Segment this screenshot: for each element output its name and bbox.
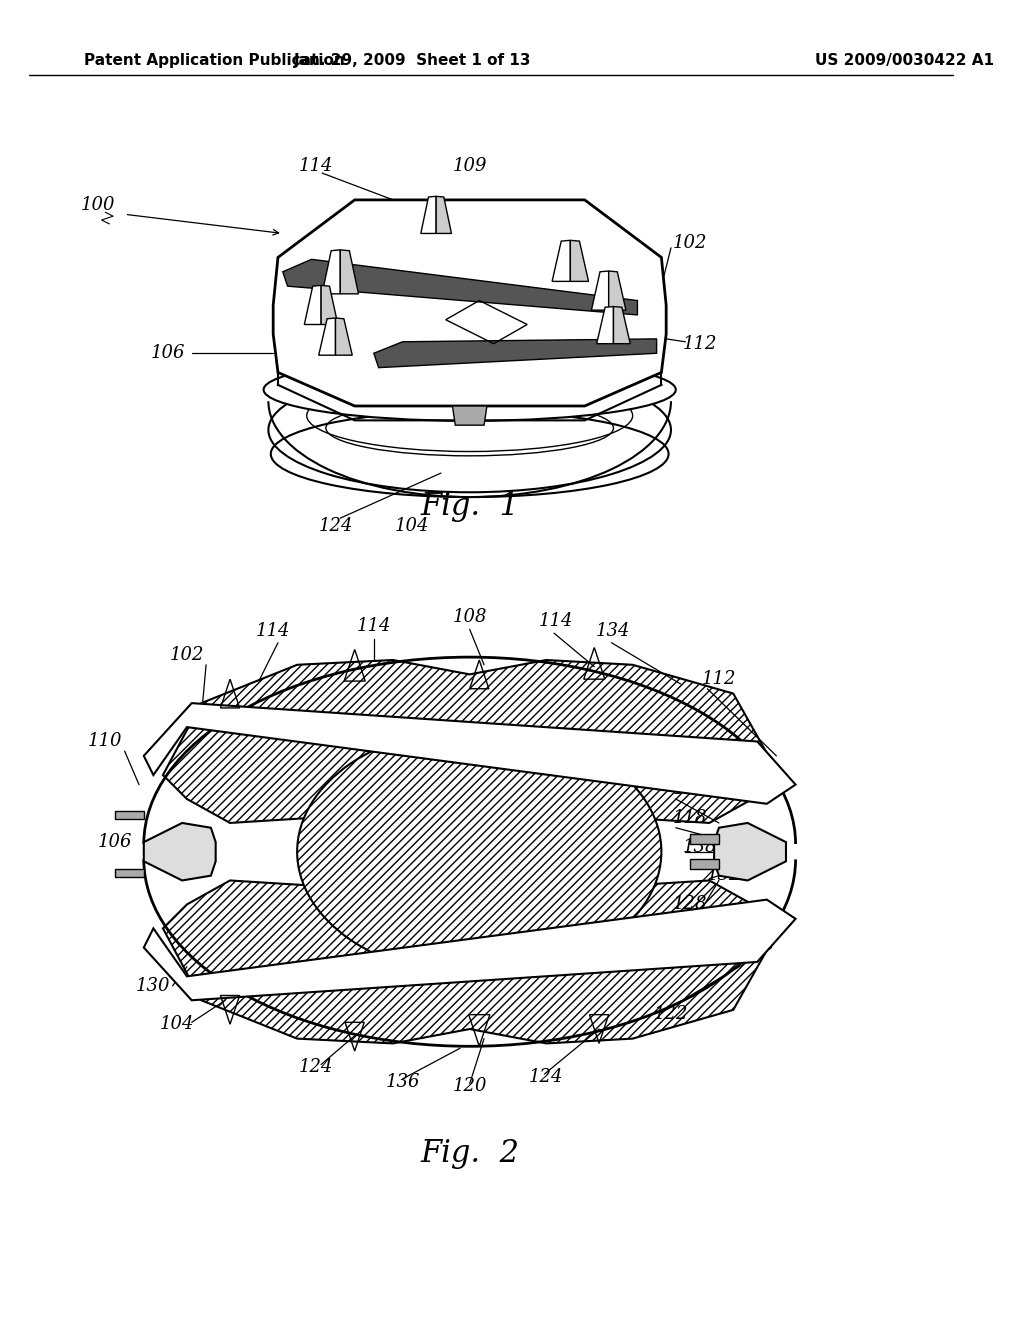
Polygon shape — [597, 306, 613, 343]
Polygon shape — [421, 197, 436, 234]
Text: 124: 124 — [299, 1059, 334, 1076]
Text: 124: 124 — [529, 1068, 563, 1086]
Text: 109: 109 — [453, 157, 487, 176]
Text: 126: 126 — [668, 948, 702, 966]
Ellipse shape — [263, 359, 676, 421]
Text: 118: 118 — [673, 809, 708, 826]
Polygon shape — [115, 812, 143, 820]
Polygon shape — [714, 822, 786, 880]
Polygon shape — [592, 271, 608, 310]
Text: 114: 114 — [356, 618, 391, 635]
Text: 110: 110 — [88, 733, 123, 750]
Polygon shape — [273, 199, 667, 407]
Text: 128: 128 — [673, 895, 708, 913]
Text: 130: 130 — [136, 977, 171, 995]
Text: 124: 124 — [318, 517, 352, 535]
Polygon shape — [608, 271, 626, 310]
Text: 114: 114 — [299, 157, 334, 176]
Text: Jan. 29, 2009  Sheet 1 of 13: Jan. 29, 2009 Sheet 1 of 13 — [294, 53, 530, 69]
Polygon shape — [340, 249, 358, 294]
Polygon shape — [163, 880, 776, 1043]
Polygon shape — [318, 318, 336, 355]
Text: 138: 138 — [682, 838, 717, 855]
Text: US 2009/0030422 A1: US 2009/0030422 A1 — [815, 53, 993, 69]
Ellipse shape — [297, 727, 662, 977]
Text: 104: 104 — [395, 517, 429, 535]
Text: 100: 100 — [81, 195, 115, 214]
Polygon shape — [143, 822, 216, 880]
Text: 104: 104 — [160, 1015, 195, 1034]
Text: 114: 114 — [256, 622, 291, 640]
Text: 136: 136 — [385, 1073, 420, 1090]
Text: 102: 102 — [673, 234, 708, 252]
Polygon shape — [570, 240, 589, 281]
Polygon shape — [283, 259, 637, 315]
Polygon shape — [115, 869, 143, 876]
Polygon shape — [690, 834, 719, 843]
Text: 112: 112 — [682, 335, 717, 352]
Text: 139: 139 — [682, 924, 717, 942]
Polygon shape — [453, 407, 487, 425]
Text: Patent Application Publication: Patent Application Publication — [84, 53, 345, 69]
Text: 108: 108 — [453, 607, 487, 626]
Text: 134: 134 — [596, 622, 631, 640]
Polygon shape — [143, 900, 796, 1001]
Text: 102: 102 — [170, 645, 204, 664]
Text: Fig.  2: Fig. 2 — [420, 1138, 519, 1170]
Text: 106: 106 — [97, 833, 132, 851]
Text: Fig.  1: Fig. 1 — [420, 491, 519, 523]
Polygon shape — [436, 197, 452, 234]
Polygon shape — [336, 318, 352, 355]
Polygon shape — [143, 704, 796, 804]
Polygon shape — [163, 660, 776, 822]
Polygon shape — [552, 240, 570, 281]
Polygon shape — [374, 339, 656, 368]
Polygon shape — [304, 285, 322, 325]
Text: 116: 116 — [673, 780, 708, 799]
Polygon shape — [323, 249, 340, 294]
Text: 120: 120 — [453, 1077, 487, 1096]
Polygon shape — [690, 859, 719, 869]
Polygon shape — [613, 306, 630, 343]
Text: 114: 114 — [539, 612, 573, 631]
Text: 122: 122 — [653, 1006, 688, 1023]
Text: 106: 106 — [151, 345, 185, 362]
Polygon shape — [322, 285, 338, 325]
Text: 132: 132 — [707, 866, 741, 884]
Text: 112: 112 — [701, 671, 736, 688]
